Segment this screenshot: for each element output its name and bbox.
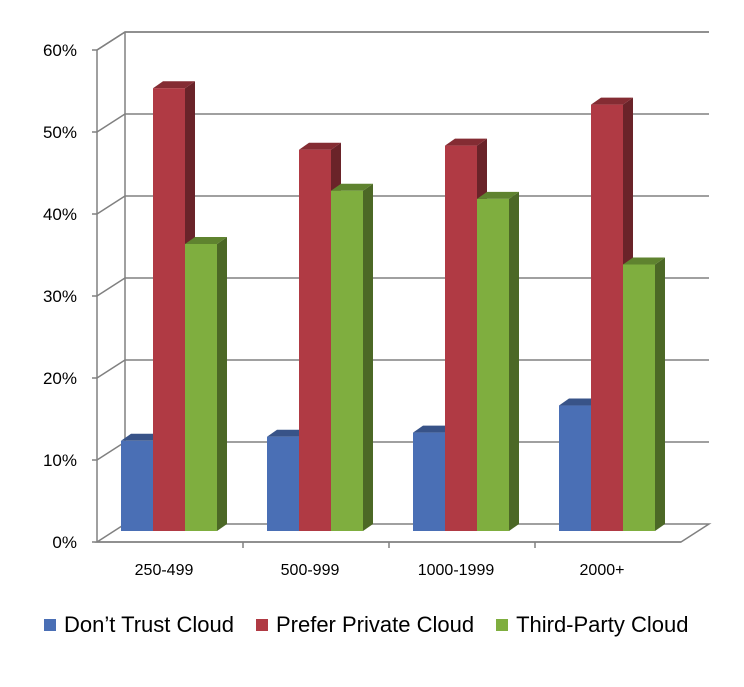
y-tick-label: 50% <box>43 123 77 142</box>
wall-top-edge <box>96 31 709 51</box>
bars <box>121 81 665 531</box>
y-tick-label: 20% <box>43 369 77 388</box>
gridline <box>96 113 709 133</box>
bar <box>299 149 331 531</box>
bar <box>413 432 445 531</box>
x-tick-label: 250-499 <box>135 562 194 579</box>
bar <box>153 88 185 531</box>
bar <box>591 104 623 531</box>
bar <box>331 190 363 531</box>
bar-side <box>217 237 227 531</box>
bar <box>477 198 509 531</box>
bar-top <box>623 257 665 265</box>
bar-top <box>591 97 633 105</box>
bar <box>445 145 477 531</box>
y-tick-label: 30% <box>43 287 77 306</box>
gridline <box>96 31 709 51</box>
bar <box>185 244 217 531</box>
legend-item-third-party: Third-Party Cloud <box>496 612 688 638</box>
legend-swatch-dont-trust <box>44 619 56 631</box>
axes <box>92 49 681 548</box>
y-tick-label: 40% <box>43 205 77 224</box>
bar-top <box>477 191 519 199</box>
bar <box>267 436 299 531</box>
y-tick-label: 60% <box>43 41 77 60</box>
x-tick-label: 2000+ <box>580 562 625 579</box>
bar-top <box>121 433 163 441</box>
bar <box>559 405 591 531</box>
bar-top <box>153 81 195 89</box>
bar <box>121 440 153 531</box>
bar-top <box>185 237 227 244</box>
bar-top <box>299 142 341 150</box>
x-tick-label: 500-999 <box>281 562 340 579</box>
bar-side <box>363 183 373 531</box>
bar-top <box>267 429 309 437</box>
legend: Don’t Trust Cloud Prefer Private Cloud T… <box>44 612 688 638</box>
y-tick-label: 0% <box>52 533 77 552</box>
legend-swatch-prefer-private <box>255 619 268 631</box>
y-tick-labels: 0% 10% 20% 30% 40% 50% 60% <box>43 41 77 552</box>
legend-label-prefer-private: Prefer Private Cloud <box>275 612 475 637</box>
legend-item-dont-trust: Don’t Trust Cloud <box>44 612 234 638</box>
bar-top <box>331 183 373 191</box>
bar <box>623 264 655 531</box>
legend-item-prefer-private: Prefer Private Cloud <box>255 612 475 638</box>
legend-label-third-party: Third-Party Cloud <box>516 612 689 637</box>
bar-chart: 0% 10% 20% 30% 40% 50% 60% 250-499 500-999 1000-… <box>43 31 712 579</box>
bar-top <box>413 425 455 433</box>
y-tick-label: 10% <box>43 451 77 470</box>
gridlines <box>96 31 709 461</box>
x-tick-label: 1000-1999 <box>418 562 495 579</box>
bar-side <box>509 191 519 531</box>
bar-side <box>655 257 665 531</box>
x-tick-labels: 250-499 500-999 1000-1999 2000+ <box>135 562 625 579</box>
bar-top <box>445 138 487 146</box>
legend-swatch-third-party <box>496 619 509 631</box>
bar-top <box>559 398 601 406</box>
legend-label-dont-trust: Don’t Trust Cloud <box>64 612 234 637</box>
